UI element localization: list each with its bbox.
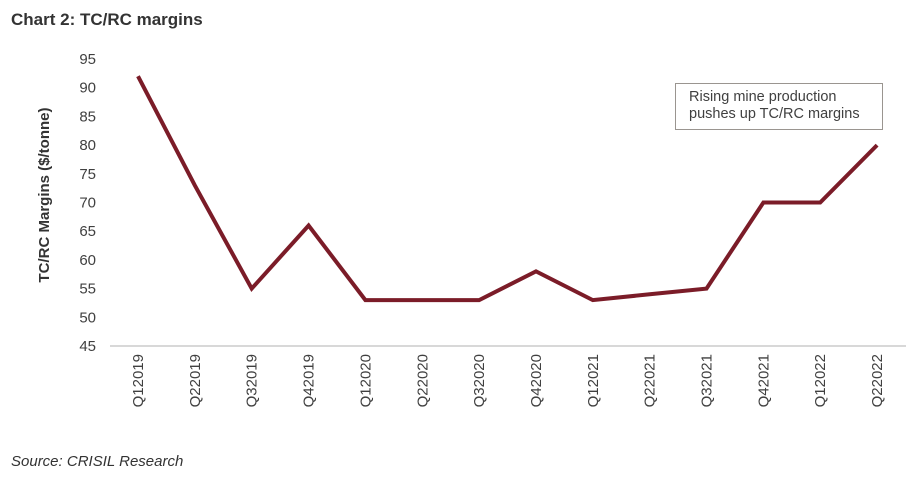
- source-note: Source: CRISIL Research: [11, 453, 184, 470]
- annotation-box: Rising mine production pushes up TC/RC m…: [675, 83, 883, 130]
- y-tick-label: 65: [79, 223, 96, 240]
- y-tick-label: 60: [79, 252, 96, 269]
- y-axis-ticks: 45 50 55 60 65 70 75 80 85 90 95: [79, 51, 96, 355]
- chart-title: Chart 2: TC/RC margins: [11, 10, 203, 29]
- x-axis-ticks: Q12019 Q22019 Q32019 Q42019 Q12020 Q22020 Q320…: [130, 354, 886, 407]
- x-tick-label: Q12021: [585, 354, 602, 407]
- x-tick-label: Q32019: [244, 354, 261, 407]
- series-line: [136, 75, 879, 303]
- y-tick-label: 85: [79, 108, 96, 125]
- y-tick-label: 50: [79, 309, 96, 326]
- y-tick-label: 90: [79, 80, 96, 97]
- x-tick-label: Q22020: [414, 354, 431, 407]
- x-tick-label: Q42019: [301, 354, 318, 407]
- y-tick-label: 80: [79, 137, 96, 154]
- y-tick-label: 55: [79, 281, 96, 298]
- x-tick-label: Q22021: [642, 354, 659, 407]
- x-tick-label: Q12022: [812, 354, 829, 407]
- x-tick-label: Q22019: [187, 354, 204, 407]
- x-tick-label: Q12019: [130, 354, 147, 407]
- x-tick-label: Q42021: [755, 354, 772, 407]
- x-tick-label: Q12020: [357, 354, 374, 407]
- annotation-line-2: pushes up TC/RC margins: [689, 106, 860, 122]
- x-tick-label: Q32021: [699, 354, 716, 407]
- y-axis-label: TC/RC Margins ($/tonne): [36, 107, 53, 282]
- y-tick-label: 75: [79, 166, 96, 183]
- annotation-line-1: Rising mine production: [689, 89, 837, 105]
- y-tick-label: 45: [79, 338, 96, 355]
- y-tick-label: 95: [79, 51, 96, 68]
- y-tick-label: 70: [79, 195, 96, 212]
- x-tick-label: Q22022: [869, 354, 886, 407]
- x-tick-label: Q32020: [471, 354, 488, 407]
- x-tick-label: Q42020: [528, 354, 545, 407]
